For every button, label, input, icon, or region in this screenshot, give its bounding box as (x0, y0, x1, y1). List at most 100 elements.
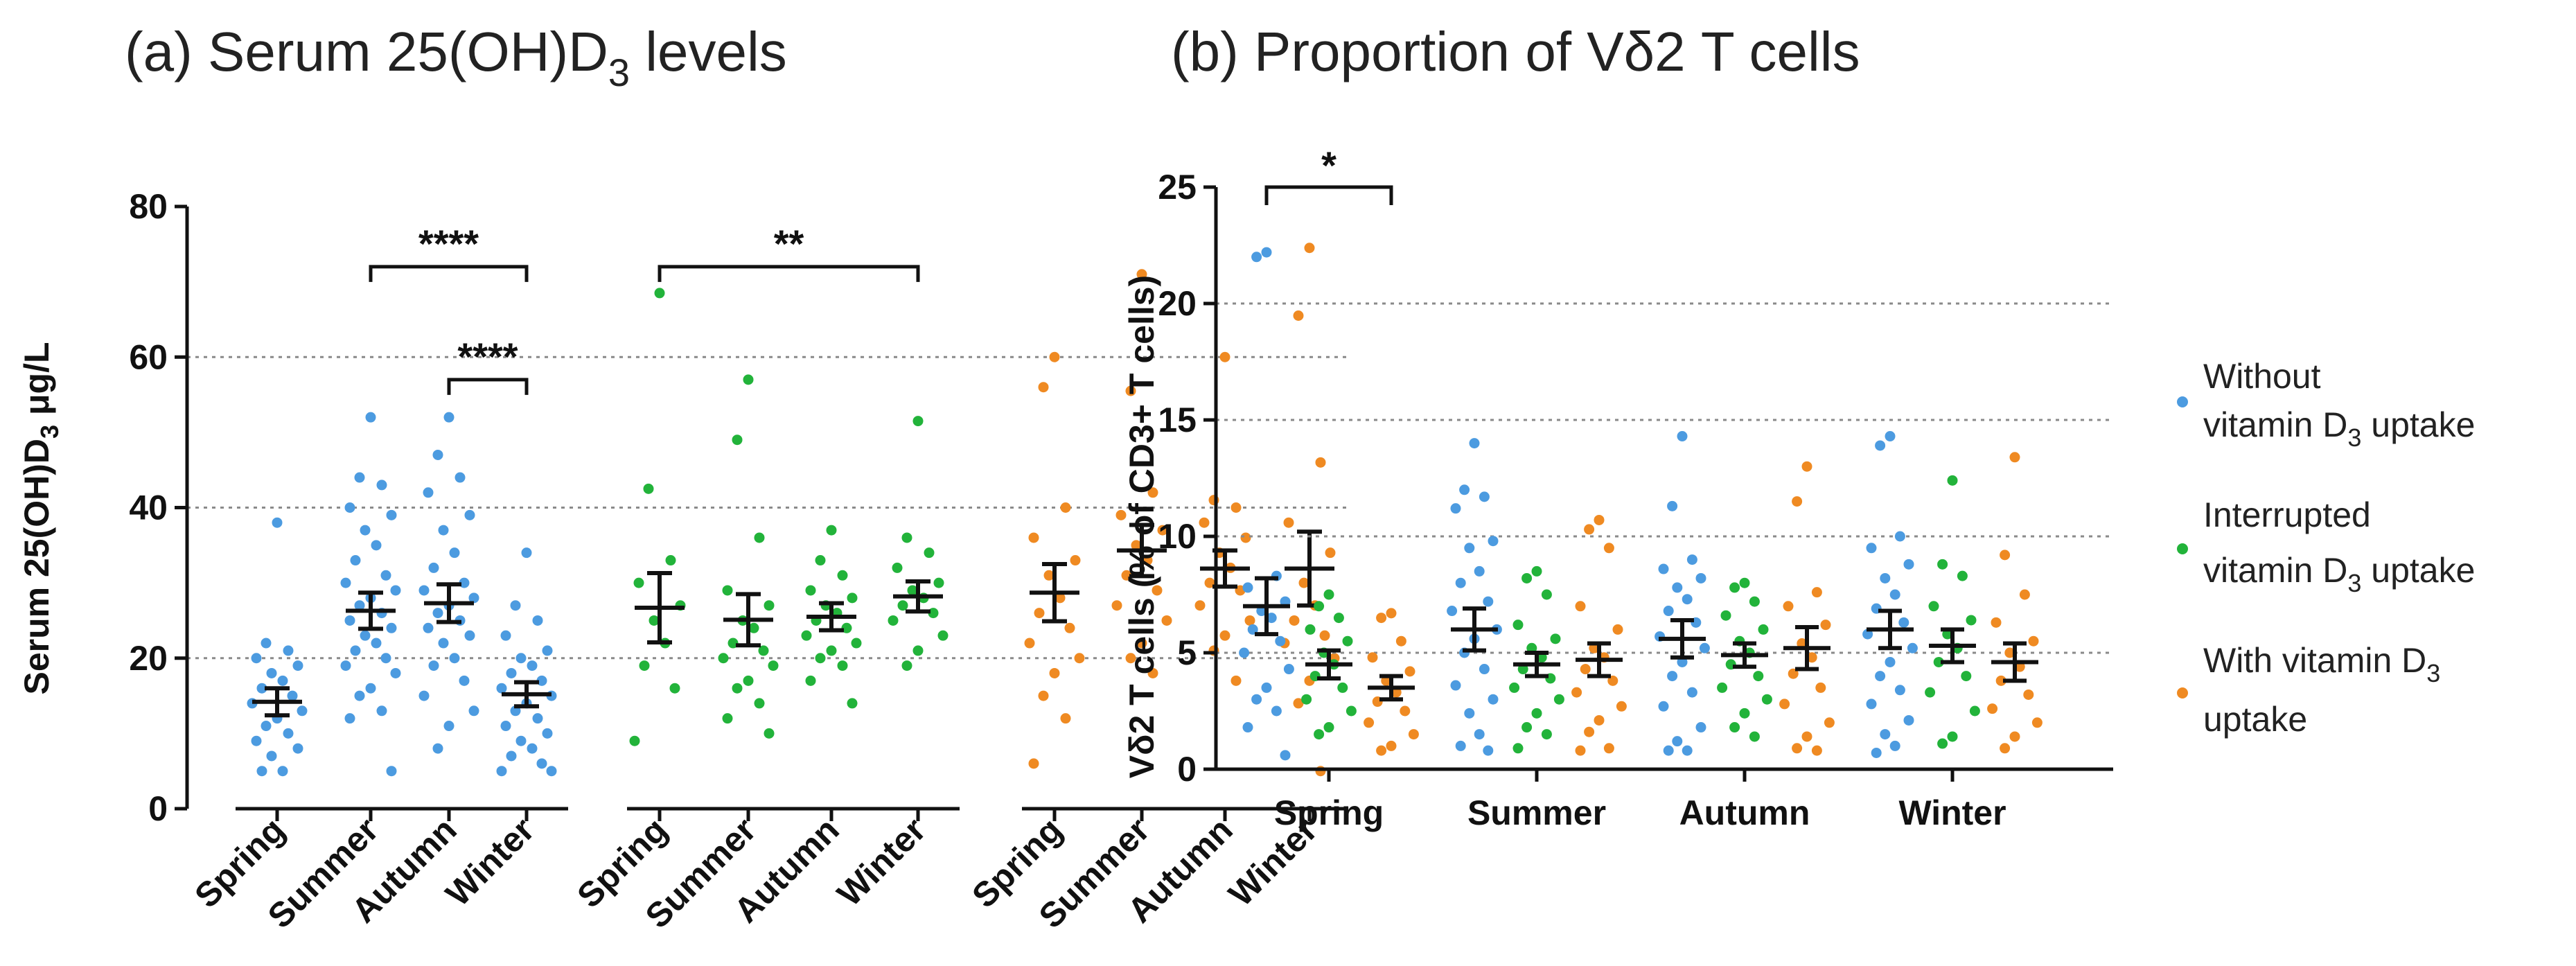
panel-a-point (515, 653, 527, 664)
panel-a-point (1125, 653, 1136, 664)
panel-b-point (1686, 687, 1697, 698)
panel-a-point (344, 615, 355, 626)
panel-a-mean-sem-bars (252, 522, 1334, 718)
panel-a-point (344, 502, 355, 513)
panel-a-point (1157, 525, 1168, 536)
panel-b-point (2009, 731, 2020, 742)
panel-a-y-tick-label: 60 (129, 337, 168, 376)
panel-a-point (459, 577, 470, 588)
panel-b-point (1824, 717, 1835, 728)
panel-b-point (1612, 624, 1623, 635)
panel-a-point (292, 743, 303, 754)
legend-item-interrupted: Interrupted vitamin D3 uptake (2177, 495, 2475, 597)
panel-b-point (1720, 610, 1731, 621)
panel-a-point (768, 660, 779, 671)
panel-a-point (1034, 608, 1045, 619)
panel-a-point (251, 653, 262, 664)
panel-a-point (266, 667, 277, 678)
panel-a-x-tick-label: Winter (439, 810, 542, 913)
panel-b-point (1820, 620, 1831, 631)
panel-a-point (748, 622, 759, 633)
legend-label-without-2: vitamin D3 uptake (2203, 405, 2475, 452)
panel-b-point (1342, 635, 1353, 647)
panel-a-point (354, 600, 365, 611)
panel-a-point (1298, 577, 1309, 588)
panel-a-point (546, 766, 557, 777)
panel-a-point (764, 600, 775, 611)
panel-b-point (1261, 682, 1272, 693)
panel-a-point (283, 645, 294, 656)
panel-b-point (1792, 496, 1803, 507)
panel-b-point (1749, 731, 1760, 742)
panel-b-y-ticks: 0 5 10 15 20 25 (1158, 168, 1216, 789)
panel-b-point (1937, 738, 1948, 749)
panel-a-point (1038, 690, 1049, 701)
panel-a-point (386, 766, 397, 777)
panel-b-point (1729, 722, 1740, 733)
panel-b-point (1672, 582, 1683, 593)
panel-a-point (743, 374, 754, 385)
panel-b-point (1885, 431, 1896, 442)
panel-b-point (1571, 687, 1582, 698)
panel-b-point (1455, 577, 1466, 588)
panel-a-point (390, 585, 401, 596)
panel-a-point (1161, 615, 1172, 626)
panel-b-point (1758, 624, 1769, 635)
legend-marker-with (2177, 687, 2188, 699)
panel-b-point (1266, 613, 1277, 624)
panel-a-point (1219, 351, 1230, 362)
panel-b-point (1866, 543, 1877, 554)
panel-b-point (1667, 500, 1678, 511)
panel-b-point (2000, 550, 2011, 561)
panel-b-point (1616, 701, 1627, 712)
panel-b-point (1907, 642, 1918, 653)
legend-item-without: Without vitamin D3 uptake (2177, 357, 2475, 452)
panel-a-point (459, 675, 470, 686)
panel-a-point (805, 675, 816, 686)
panel-b-point (1464, 708, 1475, 719)
panel-a-point (272, 517, 283, 528)
panel-a-point (1325, 547, 1336, 559)
panel-a-point (354, 472, 365, 483)
panel-b-point (1875, 440, 1886, 451)
panel-b-point (1464, 543, 1475, 554)
panel-b-point (1933, 656, 1944, 667)
panel-b-point (1367, 652, 1378, 663)
panel-b-point (1875, 671, 1886, 682)
panel-b-point (1271, 705, 1282, 717)
panel-b-point (1779, 699, 1790, 710)
panel-a-point (1283, 517, 1294, 528)
panel-b-point (1408, 729, 1419, 740)
panel-b-point (1469, 438, 1480, 449)
panel-a-point (732, 683, 743, 694)
panel-b-y-tick-label: 25 (1158, 168, 1197, 207)
panel-a-point (837, 660, 848, 671)
panel-a-point (801, 630, 812, 641)
panel-b-point (1995, 675, 2006, 686)
panel-b-point (1584, 726, 1595, 737)
panel-a-point (851, 638, 862, 649)
panel-a-point (283, 728, 294, 739)
panel-b-point (1947, 475, 1958, 486)
panel-a-point (1230, 502, 1242, 513)
panel-b-point (1739, 708, 1750, 719)
panel-b-x-tick-label: Spring (1274, 793, 1384, 832)
panel-b-point (1866, 699, 1877, 710)
panel-a-point (1060, 713, 1071, 724)
panel-a-point (428, 660, 439, 671)
panel-b-point (1667, 671, 1678, 682)
panel-a-point (924, 547, 935, 559)
legend-marker-without (2177, 396, 2188, 407)
panel-a-point (1315, 766, 1326, 777)
panel-b-point (1783, 601, 1794, 612)
panel-a-point (1147, 667, 1158, 678)
panel-a-point (443, 721, 455, 732)
panel-a-point (1060, 502, 1071, 513)
panel-b-point (1594, 714, 1605, 726)
panel-a-y-tick-label: 40 (129, 489, 168, 527)
panel-a-point (654, 288, 665, 299)
panel-b-point (1880, 729, 1891, 740)
panel-b-point (1521, 722, 1533, 733)
panel-a-point (542, 728, 553, 739)
panel-b-point (1531, 565, 1542, 577)
